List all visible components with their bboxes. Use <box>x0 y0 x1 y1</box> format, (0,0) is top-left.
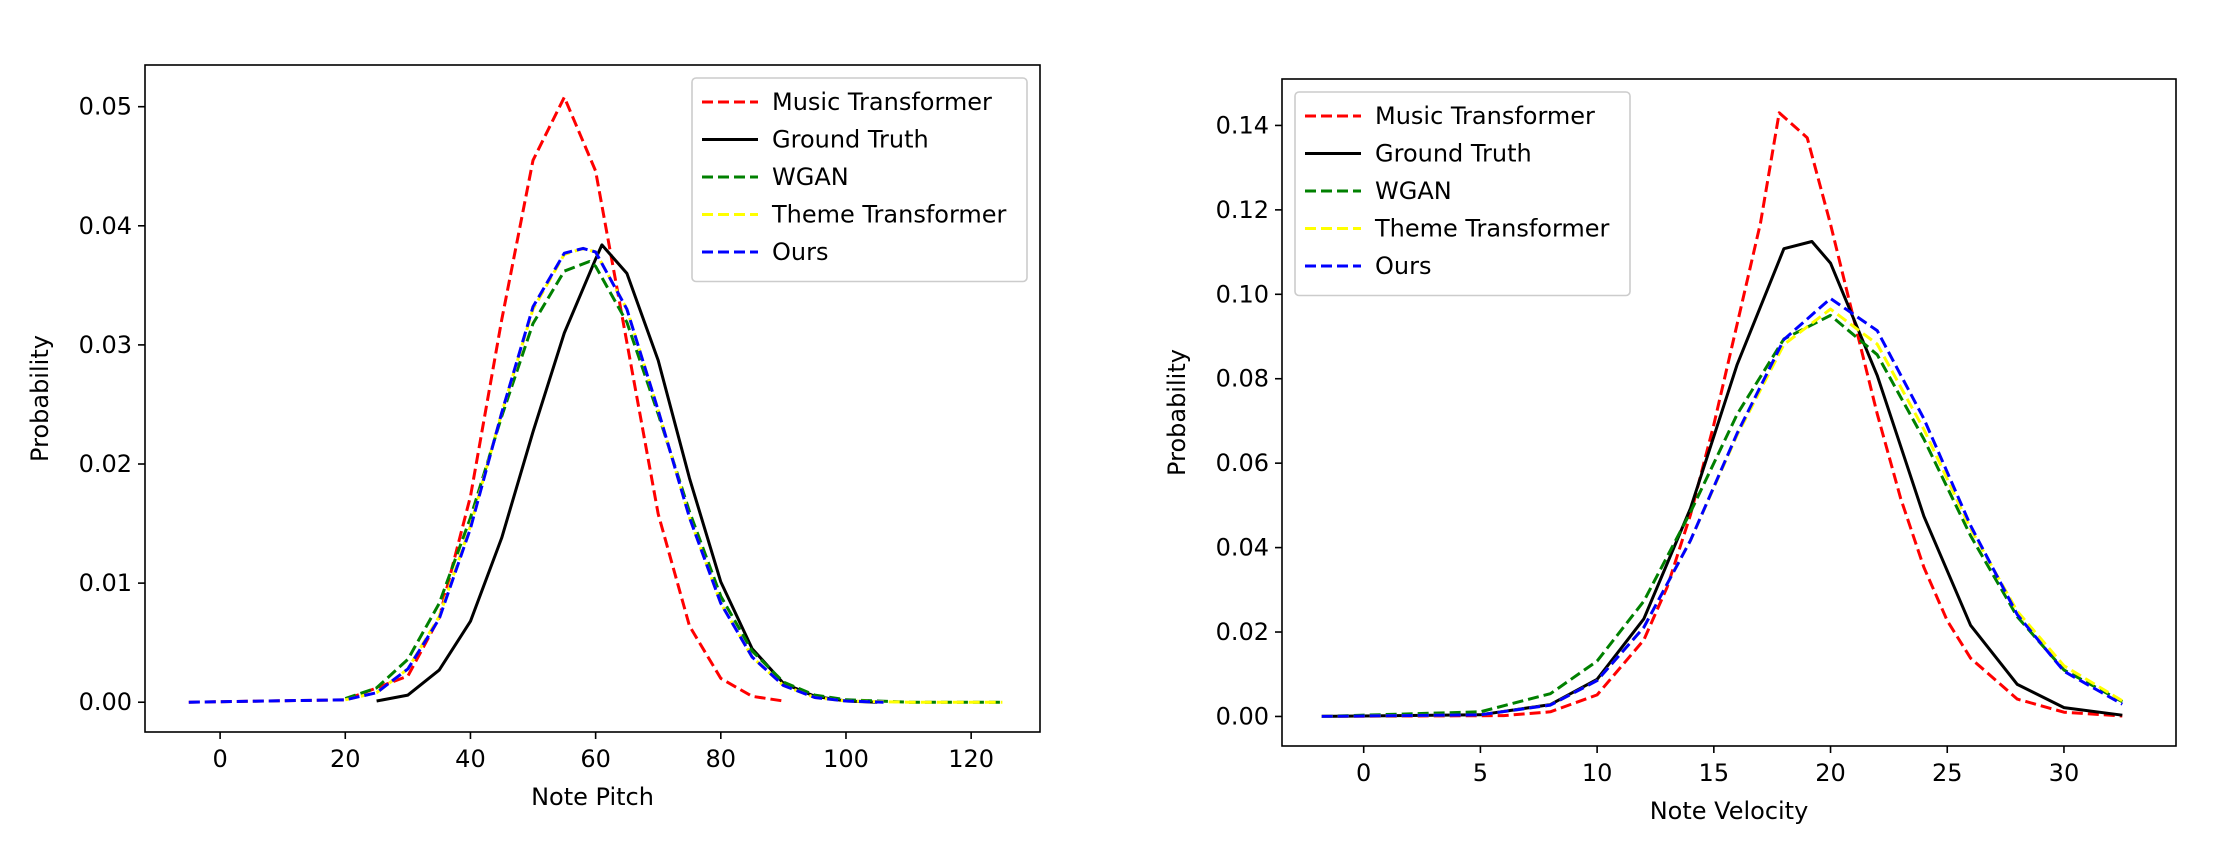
x-axis-label: Note Pitch <box>531 783 654 811</box>
plot-frame <box>144 64 1041 733</box>
y-tick-label: 0.14 <box>1216 111 1269 139</box>
y-tick-label: 0.05 <box>79 93 132 121</box>
series-line-wgan <box>344 260 1003 704</box>
legend-entry: Theme Transformer <box>771 201 1007 229</box>
x-tick-label: 10 <box>1582 759 1613 787</box>
y-axis-label: Probability <box>1163 349 1191 476</box>
y-tick-label: 0.02 <box>79 450 132 478</box>
x-tick-label: 0 <box>1356 759 1371 787</box>
x-tick-label: 120 <box>948 745 994 773</box>
x-tick-label: 60 <box>580 745 611 773</box>
x-tick-label: 30 <box>2049 759 2080 787</box>
chart-panel-1: 0 20 40 60 80 100 120 0.00 0.01 0.02 0.03 0.04 0.05 N… <box>26 64 1041 811</box>
series-line-theme-transformer <box>344 246 1003 704</box>
legend-entry: WGAN <box>1375 177 1452 205</box>
x-tick-label: 25 <box>1932 759 1963 787</box>
legend-entry: WGAN <box>772 163 849 191</box>
x-axis-label: Note Velocity <box>1650 797 1809 825</box>
y-tick-label: 0.08 <box>1216 365 1269 393</box>
series-line-music-transformer <box>1321 111 2123 718</box>
y-tick-label: 0.12 <box>1216 196 1269 224</box>
legend-entry: Music Transformer <box>772 88 992 116</box>
legend-entry: Ground Truth <box>772 126 929 154</box>
x-tick-label: 20 <box>1815 759 1846 787</box>
series-line-ours <box>1321 297 2124 718</box>
y-axis-label: Probability <box>26 335 54 462</box>
series-line-music-transformer <box>188 95 784 704</box>
y-tick-label: 0.00 <box>1216 702 1269 730</box>
chart-panel-2: 0 5 10 15 20 25 30 0.00 0.02 0.04 0.06 0.08 0.10 0.12… <box>1163 78 2177 825</box>
series-group <box>188 95 1003 704</box>
y-tick-label: 0.04 <box>79 212 132 240</box>
plot-frame <box>1281 78 2177 747</box>
y-tick-label: 0.06 <box>1216 449 1269 477</box>
y-tick-label: 0.10 <box>1216 280 1269 308</box>
legend-entry: Ground Truth <box>1375 140 1532 168</box>
x-tick-label: 20 <box>330 745 361 773</box>
series-line-theme-transformer <box>1321 307 2124 718</box>
legend-box <box>1294 91 1631 297</box>
y-tick-label: 0.02 <box>1216 618 1269 646</box>
legend: Music Transformer Ground Truth WGAN Theme T… <box>1294 91 1631 297</box>
x-tick-label: 40 <box>455 745 486 773</box>
legend-entry: Music Transformer <box>1375 102 1595 130</box>
x-tick-label: 0 <box>212 745 227 773</box>
series-line-wgan <box>1321 313 2124 718</box>
y-tick-label: 0.04 <box>1216 534 1269 562</box>
x-tick-label: 100 <box>823 745 869 773</box>
legend-box <box>691 77 1028 283</box>
y-tick-label: 0.01 <box>79 569 132 597</box>
legend-entry: Ours <box>1375 252 1431 280</box>
x-tick-label: 80 <box>706 745 737 773</box>
legend-entry: Theme Transformer <box>1374 215 1610 243</box>
series-group <box>1321 111 2124 718</box>
y-tick-label: 0.03 <box>79 331 132 359</box>
x-tick-label: 5 <box>1473 759 1488 787</box>
legend: Music Transformer Ground Truth WGAN Theme T… <box>691 77 1028 283</box>
y-tick-label: 0.00 <box>79 688 132 716</box>
legend-entry: Ours <box>772 238 828 266</box>
series-line-ours <box>188 246 884 704</box>
series-line-ground-truth <box>1321 240 2123 718</box>
x-tick-label: 15 <box>1699 759 1730 787</box>
